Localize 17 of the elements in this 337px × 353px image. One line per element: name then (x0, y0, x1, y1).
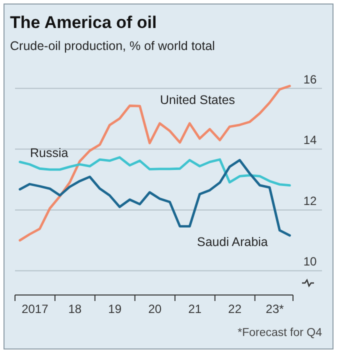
x-tick-label: 18 (68, 302, 82, 316)
x-tick-label: 20 (148, 302, 162, 316)
x-tick-label: 23* (266, 302, 284, 316)
y-tick-label: 14 (303, 133, 317, 148)
chart-subtitle: Crude-oil production, % of world total (10, 39, 215, 53)
y-tick-label: 12 (303, 194, 317, 208)
x-tick-label: 19 (108, 302, 122, 316)
x-tick-label: 21 (188, 302, 202, 316)
y-tick-label: 16 (303, 72, 317, 86)
y-tick-label: 10 (303, 254, 317, 269)
text: *Forecast for Q4 (238, 327, 323, 339)
x-tick-label: 2017 (22, 302, 49, 316)
series-label: Saudi Arabia (197, 235, 268, 249)
series-label: Russia (30, 146, 68, 160)
series-label: United States (160, 93, 236, 107)
x-tick-label: 22 (228, 302, 242, 316)
chart-title: The America of oil (10, 13, 157, 32)
